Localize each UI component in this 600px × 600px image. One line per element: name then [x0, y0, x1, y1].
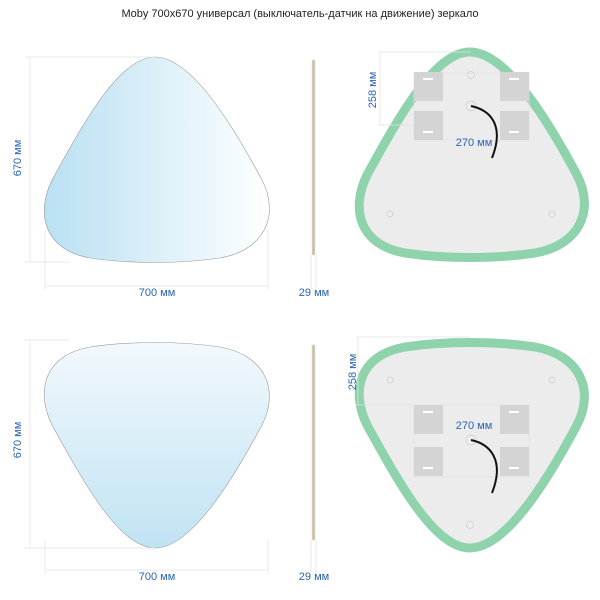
mount-brackets	[413, 404, 530, 494]
page-title: Moby 700x670 универсал (выключатель-датч…	[121, 8, 478, 20]
height-label: 670 мм	[12, 422, 24, 459]
mount-bracket	[414, 111, 443, 140]
mirror-side-view	[311, 344, 316, 541]
variant-1: 670 мм 700 мм 29 мм 258 мм 270 мм	[12, 52, 584, 299]
mount-width-label: 270 мм	[456, 137, 493, 149]
mirror-back-view	[359, 52, 584, 258]
power-cable	[470, 105, 498, 159]
mirror-front-view	[43, 342, 270, 549]
mount-height-label: 258 мм	[367, 72, 379, 109]
mirror-back-view	[359, 343, 584, 549]
mount-bracket	[414, 72, 443, 101]
mirror-side-view	[311, 59, 316, 256]
mirror-front-view	[43, 56, 270, 263]
width-label: 700 мм	[139, 287, 176, 299]
mount-bracket	[500, 111, 529, 140]
width-label: 700 мм	[139, 571, 176, 583]
depth-label: 29 мм	[299, 287, 329, 299]
mount-height-label: 258 мм	[347, 354, 359, 391]
variant-2: 670 мм 700 мм 29 мм 258 мм 270 мм	[12, 336, 584, 583]
mount-width-label: 270 мм	[456, 420, 493, 432]
depth-label: 29 мм	[299, 571, 329, 583]
height-label: 670 мм	[12, 140, 24, 177]
power-cable	[470, 439, 498, 494]
mount-bracket	[500, 72, 529, 101]
led-strip-outline	[359, 52, 584, 258]
